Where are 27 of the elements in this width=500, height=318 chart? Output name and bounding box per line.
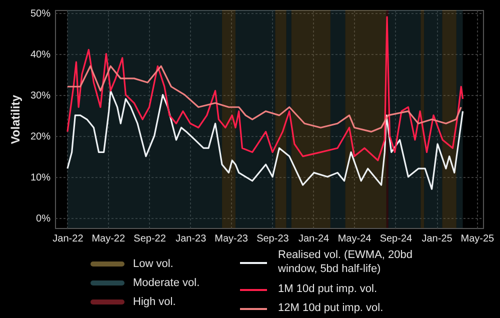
x-tick-label: Jan-22 [52, 234, 84, 244]
line-series [66, 90, 464, 190]
y-tick-label: 30% [30, 90, 51, 102]
y-tick-label: 20% [30, 131, 51, 142]
y-tick-label: 40% [30, 49, 51, 60]
x-tick-label: Sep-23 [256, 234, 290, 244]
legend-label: High vol. [133, 296, 176, 308]
x-tick-label: Jan-24 [298, 234, 330, 244]
x-tick-label: Sep-22 [134, 234, 166, 244]
x-tick-label: Jan-25 [422, 234, 453, 244]
x-tick-label: May-25 [460, 234, 495, 244]
line-series [66, 16, 464, 162]
y-tick-label: 10% [30, 172, 51, 184]
x-tick-label: May-24 [338, 234, 372, 244]
legend-label: Low vol. [133, 258, 174, 270]
x-tick-label: May-23 [214, 234, 248, 244]
legend-label: Realised vol. (EWMA, 20bd window, 5bd half-life) [277, 249, 412, 275]
x-tick-label: Sep-24 [380, 234, 413, 244]
legend-label: 1M 10d put imp. vol. [278, 283, 378, 295]
y-axis-title: Volatility [8, 94, 22, 144]
y-tick-label: 50% [30, 8, 51, 20]
x-tick-label: May-22 [92, 234, 126, 244]
y-tick-label: 0% [36, 213, 51, 224]
line-series [66, 65, 462, 133]
x-tick-label: Jan-23 [176, 234, 207, 244]
legend-label: Moderate vol. [133, 277, 200, 289]
legend-label: 12M 10d put imp. vol. [278, 302, 384, 314]
